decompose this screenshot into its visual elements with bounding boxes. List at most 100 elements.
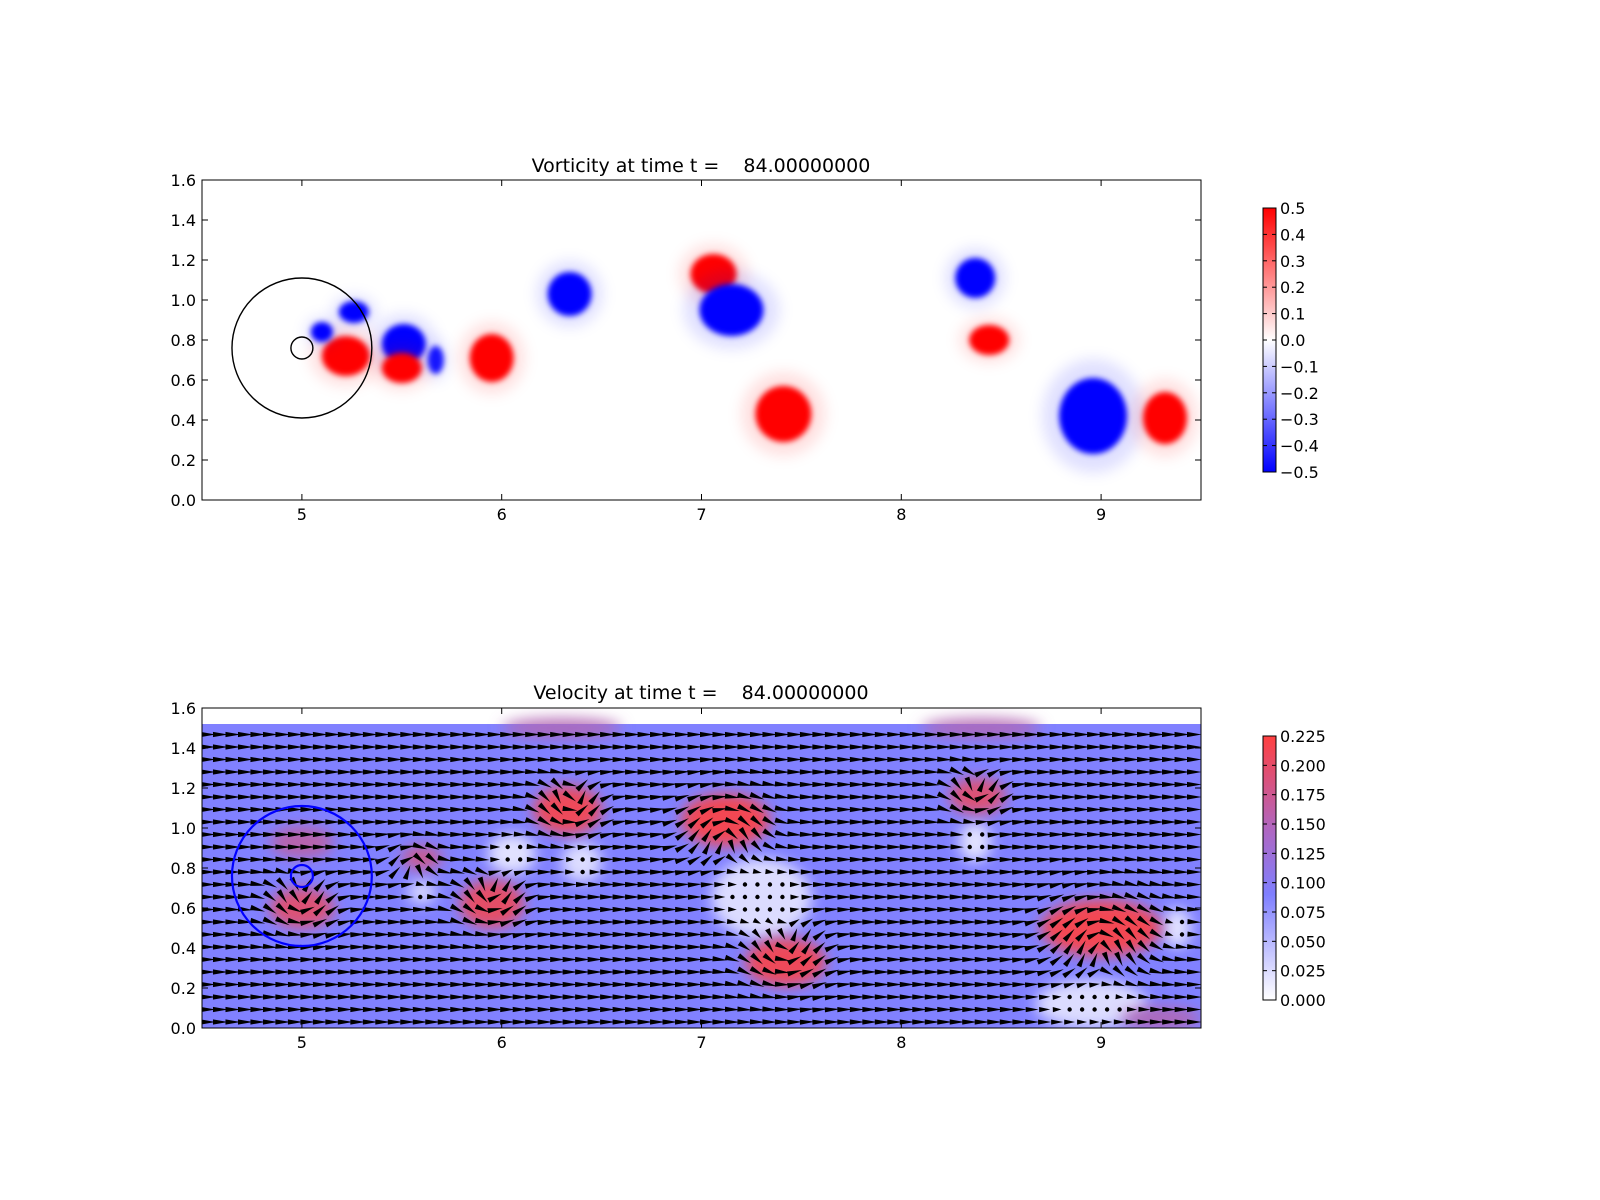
quiver-arrow: [577, 844, 588, 851]
quiver-arrow: [1049, 917, 1064, 929]
quiver-arrow: [287, 917, 303, 924]
vortex-negative: [547, 272, 592, 316]
quiver-arrow: [600, 969, 616, 975]
quiver-arrow: [462, 769, 478, 775]
quiver-arrow: [762, 768, 778, 775]
quiver-arrow: [974, 906, 990, 913]
quiver-arrow: [999, 1006, 1015, 1013]
quiver-arrow: [1162, 781, 1178, 788]
colorbar-tick-label: 0.025: [1280, 962, 1326, 981]
quiver-arrow: [637, 906, 653, 913]
quiver-arrow: [887, 856, 903, 863]
quiver-arrow: [587, 931, 603, 938]
quiver-arrow: [1174, 956, 1190, 962]
quiver-arrow: [450, 781, 466, 788]
quiver-arrow: [1012, 769, 1028, 776]
quiver-arrow: [202, 881, 216, 888]
quiver-arrow: [562, 756, 578, 763]
quiver-arrow: [437, 831, 453, 837]
quiver-arrow: [699, 806, 715, 815]
quiver-arrow: [912, 819, 928, 825]
quiver-arrow: [312, 969, 328, 975]
quiver-arrow: [949, 906, 965, 913]
quiver-arrow: [637, 856, 653, 863]
y-tick-label: 1.6: [171, 171, 196, 190]
quiver-arrow: [262, 956, 278, 962]
quiver-arrow: [524, 882, 540, 889]
quiver-arrow: [1187, 756, 1201, 763]
quiver-arrow: [1074, 819, 1090, 825]
quiver-arrow: [575, 956, 591, 963]
quiver-arrow: [849, 819, 865, 825]
quiver-arrow: [974, 757, 990, 763]
quiver-arrow: [837, 781, 853, 788]
quiver-arrow: [912, 919, 928, 925]
quiver-arrow: [987, 969, 1003, 975]
quiver-arrow: [974, 944, 990, 950]
quiver-arrow: [375, 944, 391, 950]
quiver-arrow: [1024, 919, 1040, 927]
quiver-arrow: [425, 919, 441, 925]
quiver-arrow: [237, 981, 253, 988]
quiver-arrow: [437, 867, 453, 874]
quiver-arrow: [752, 917, 762, 924]
quiver-arrow: [425, 906, 441, 912]
quiver-arrow: [887, 731, 903, 738]
quiver-arrow: [525, 969, 541, 975]
quiver-arrow: [237, 806, 253, 813]
quiver-dot: [505, 844, 510, 850]
quiver-arrow: [987, 981, 1003, 988]
quiver-arrow: [1061, 857, 1078, 863]
quiver-arrow: [1149, 856, 1165, 862]
quiver-arrow: [1037, 744, 1053, 750]
y-tick-label: 0.2: [171, 979, 196, 998]
quiver-arrow: [1149, 981, 1165, 987]
quiver-arrow: [475, 969, 491, 975]
quiver-arrow: [475, 956, 491, 963]
quiver-arrow: [1086, 895, 1103, 901]
quiver-arrow: [1012, 1006, 1027, 1013]
quiver-arrow: [575, 931, 591, 938]
quiver-arrow: [599, 805, 615, 816]
quiver-arrow: [550, 956, 566, 963]
quiver-arrow: [575, 744, 591, 750]
quiver-arrow: [974, 1006, 990, 1013]
quiver-arrow: [275, 781, 291, 788]
quiver-arrow: [799, 819, 815, 825]
quiver-arrow: [426, 880, 439, 886]
quiver-arrow: [425, 994, 441, 1000]
quiver-arrow: [400, 981, 416, 988]
quiver-arrow: [874, 969, 890, 975]
quiver-arrow: [312, 981, 328, 988]
quiver-arrow: [862, 919, 878, 925]
quiver-arrow: [1187, 819, 1201, 825]
quiver-arrow: [375, 919, 391, 925]
quiver-arrow: [837, 907, 853, 913]
quiver-arrow: [550, 894, 566, 900]
quiver-arrow: [275, 994, 291, 1000]
quiver-arrow: [1049, 819, 1065, 825]
quiver-arrow: [489, 877, 499, 893]
quiver-arrow: [275, 844, 291, 850]
quiver-arrow: [999, 832, 1015, 838]
quiver-arrow: [212, 856, 228, 863]
quiver-arrow: [1174, 856, 1190, 863]
quiver-arrow: [1149, 1019, 1165, 1025]
vortex-negative: [1059, 378, 1128, 454]
quiver-arrow: [387, 843, 403, 853]
quiver-arrow: [924, 769, 940, 775]
quiver-arrow: [275, 744, 291, 750]
quiver-arrow: [375, 931, 391, 938]
quiver-arrow: [887, 769, 903, 775]
quiver-arrow: [662, 919, 678, 925]
quiver-arrow: [1174, 994, 1190, 1000]
quiver-arrow: [625, 931, 641, 938]
quiver-arrow: [437, 781, 453, 788]
quiver-arrow: [513, 831, 527, 837]
quiver-arrow: [562, 769, 578, 775]
quiver-arrow: [250, 917, 266, 924]
quiver-arrow: [1087, 769, 1103, 775]
quiver-arrow: [475, 731, 491, 738]
quiver-arrow: [1087, 941, 1100, 955]
quiver-arrow: [824, 806, 840, 813]
